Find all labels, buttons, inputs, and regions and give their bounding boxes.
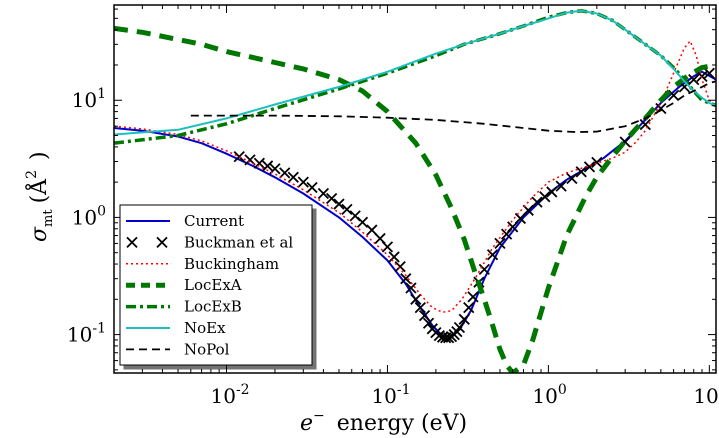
legend-label-current: Current [184, 212, 244, 230]
point-buckman-et-al-42 [494, 237, 506, 250]
legend-marker-buckman-et-al-a [126, 236, 138, 249]
x-axis-label-sup: − [313, 408, 325, 424]
legend-item-nopol: NoPol [126, 340, 230, 358]
svg-text:e−energy (eV): e− energy (eV) [300, 408, 467, 436]
legend-item-buckman-et-al: Buckman et al [126, 233, 293, 251]
legend-item-buckingham: Buckingham [126, 255, 279, 273]
point-buckman-et-al-50 [555, 180, 567, 192]
point-buckman-et-al-28 [433, 329, 445, 342]
legend: Current Buckman et al Buckingham LocExA LocE… [119, 204, 313, 366]
plot-frame [113, 4, 717, 374]
x-axis-label-var: e [300, 411, 313, 436]
x-tick-label: 101 [693, 382, 719, 408]
y-axis-label-unit: Å [24, 178, 52, 196]
point-buckman-et-al-11 [333, 198, 345, 210]
point-buckman-et-al-41 [486, 249, 499, 261]
point-buckman-et-al-20 [400, 273, 412, 285]
legend-marker-buckman-et-al-b [156, 236, 168, 249]
point-buckman-et-al-9 [317, 187, 330, 200]
legend-box [119, 204, 313, 366]
point-buckman-et-al-40 [478, 263, 490, 276]
point-buckman-et-al-60 [688, 73, 700, 86]
y-axis-label-sup: 2 [24, 170, 40, 179]
point-buckman-et-al-6 [287, 171, 299, 183]
series-line-locexa [114, 25, 716, 373]
series-line-buckingham [114, 40, 716, 314]
point-buckman-et-al-14 [356, 216, 369, 228]
point-buckman-et-al-38 [467, 291, 479, 303]
legend-item-locexa: LocExA [126, 276, 242, 294]
point-buckman-et-al-3 [261, 160, 274, 172]
y-tick-label: 101 [72, 86, 106, 112]
legend-item-locexb: LocExB [126, 298, 242, 316]
point-buckman-et-al-7 [297, 176, 309, 188]
point-buckman-et-al-8 [306, 181, 318, 194]
point-buckman-et-al-18 [388, 251, 400, 263]
y-axis-label-close: ) [27, 151, 52, 160]
legend-item-current: Current [126, 212, 244, 230]
x-axis-label: e− energy (eV) [300, 408, 467, 436]
x-tick-label: 100 [532, 382, 566, 408]
legend-label-buckman-et-al: Buckman et al [184, 233, 293, 251]
point-buckman-et-al-10 [325, 192, 338, 205]
point-buckman-et-al-22 [410, 293, 422, 305]
y-axis-label-sub: mt [41, 209, 56, 227]
y-axis-label-sym: σ [27, 226, 52, 242]
point-buckman-et-al-47 [531, 196, 543, 208]
legend-label-noex: NoEx [184, 319, 226, 337]
point-buckman-et-al-23 [414, 301, 426, 314]
point-buckman-et-al-25 [422, 317, 435, 329]
point-buckman-et-al-24 [418, 310, 431, 322]
legend-label-buckingham: Buckingham [184, 255, 279, 273]
point-buckman-et-al-48 [539, 191, 551, 203]
point-buckman-et-al-2 [253, 157, 265, 169]
legend-label-locexb: LocExB [184, 298, 242, 316]
legend-entries: Current Buckman et al Buckingham LocExA LocE… [126, 212, 293, 358]
point-buckman-et-al-19 [394, 261, 406, 273]
point-buckman-et-al-36 [458, 313, 470, 325]
point-buckman-et-al-0 [233, 151, 245, 163]
point-buckman-et-al-54 [591, 156, 603, 169]
legend-item-noex: NoEx [126, 319, 226, 337]
x-axis-label-text: energy (eV) [337, 411, 467, 436]
y-tick-label: 10-1 [67, 321, 106, 347]
point-buckman-et-al-49 [546, 186, 558, 198]
point-buckman-et-al-12 [341, 203, 353, 216]
y-axis-label-open: ( [27, 195, 52, 204]
series-line-noex [114, 9, 716, 136]
ticks-layer: 10-2 10-1 100 101 10-1 100 101 [67, 5, 719, 408]
y-axis-label: σmt (Å2) [24, 151, 56, 242]
point-buckman-et-al-15 [366, 224, 378, 236]
point-buckman-et-al-52 [575, 166, 587, 178]
point-buckman-et-al-35 [453, 321, 466, 334]
point-buckman-et-al-53 [583, 161, 596, 173]
legend-label-locexa: LocExA [184, 276, 242, 294]
point-buckman-et-al-17 [381, 241, 394, 253]
point-buckman-et-al-5 [279, 167, 291, 179]
x-tick-label: 10-2 [210, 382, 249, 408]
y-tick-label: 100 [72, 203, 106, 229]
svg-text:σmt(Å2): σmt (Å2) [24, 151, 56, 242]
point-buckman-et-al-31 [443, 332, 455, 344]
legend-label-nopol: NoPol [184, 340, 230, 358]
point-buckman-et-al-21 [405, 282, 417, 294]
series-layer [114, 9, 716, 373]
point-buckman-et-al-37 [463, 301, 475, 314]
x-tick-label: 10-1 [371, 382, 410, 408]
point-buckman-et-al-56 [639, 118, 651, 131]
point-buckman-et-al-51 [566, 172, 578, 185]
point-buckman-et-al-62 [703, 67, 715, 79]
series-line-nopol [190, 80, 716, 133]
